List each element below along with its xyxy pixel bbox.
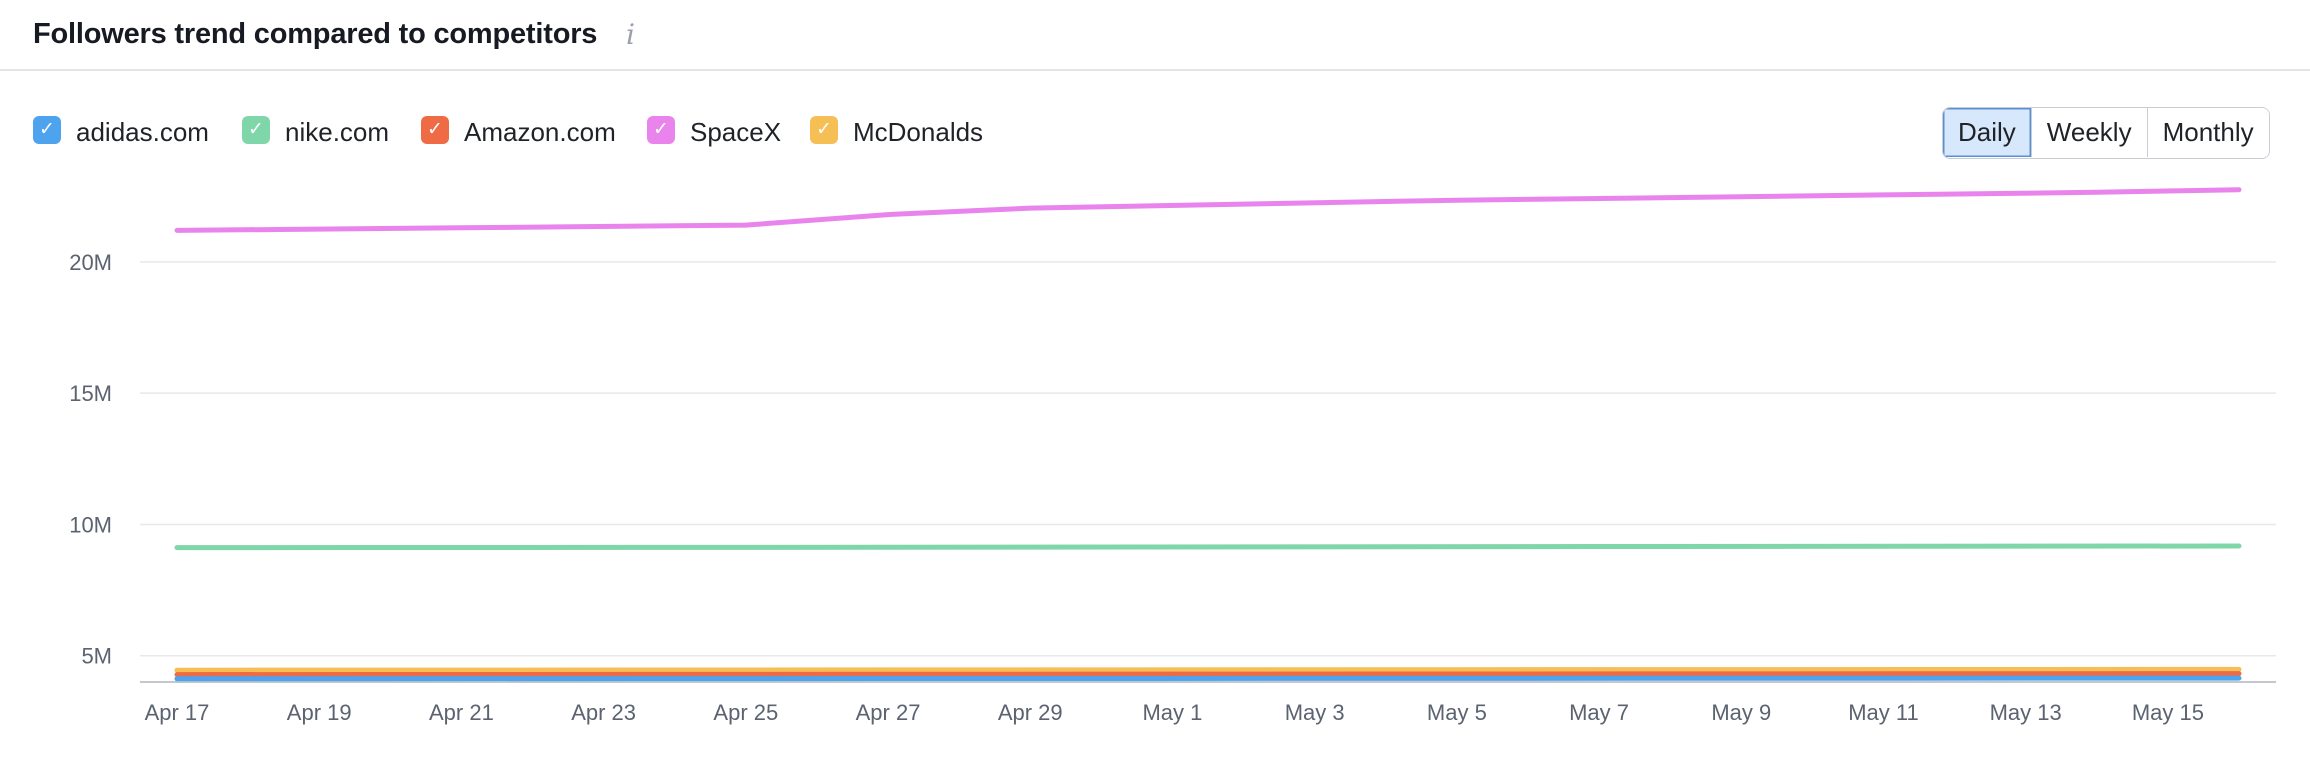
checkbox-checked-icon[interactable]: ✓ <box>33 116 61 144</box>
info-icon[interactable]: i <box>626 18 635 51</box>
period-monthly-button[interactable]: Monthly <box>2146 108 2269 157</box>
x-tick-label: Apr 21 <box>429 700 494 725</box>
x-tick-label: May 13 <box>1990 700 2062 725</box>
x-tick-label: Apr 25 <box>713 700 778 725</box>
y-tick-label: 5M <box>81 644 112 669</box>
period-toggle: Daily Weekly Monthly <box>1942 107 2270 159</box>
y-tick-label: 10M <box>69 512 112 537</box>
series-line-nike-com <box>174 543 2242 551</box>
x-tick-label: Apr 23 <box>571 700 636 725</box>
card-title: Followers trend compared to competitors <box>33 18 598 50</box>
series-line-amazon-com <box>174 671 2242 678</box>
x-tick-label: Apr 19 <box>287 700 352 725</box>
card-header: Followers trend compared to competitors … <box>0 0 2310 71</box>
x-tick-label: May 9 <box>1711 700 1771 725</box>
x-tick-label: May 1 <box>1142 700 1202 725</box>
y-tick-label: 15M <box>69 381 112 406</box>
legend-label: SpaceX <box>690 117 782 147</box>
y-tick-label: 20M <box>69 250 112 275</box>
x-tick-label: Apr 27 <box>856 700 921 725</box>
legend-label: McDonalds <box>853 117 984 147</box>
x-tick-label: May 15 <box>2132 700 2204 725</box>
checkbox-checked-icon[interactable]: ✓ <box>810 116 838 144</box>
series-line-adidas-com <box>174 675 2242 682</box>
x-tick-label: May 11 <box>1848 700 1919 725</box>
series-line-mcdonalds <box>174 666 2242 673</box>
checkbox-checked-icon[interactable]: ✓ <box>647 116 675 144</box>
legend-label: adidas.com <box>76 117 209 147</box>
checkbox-checked-icon[interactable]: ✓ <box>421 116 449 144</box>
period-daily-button[interactable]: Daily <box>1943 108 2031 157</box>
x-tick-label: Apr 17 <box>145 700 210 725</box>
legend-label: nike.com <box>285 117 390 147</box>
x-tick-label: May 7 <box>1569 700 1629 725</box>
checkbox-checked-icon[interactable]: ✓ <box>242 116 270 144</box>
series-line-spacex <box>174 187 2242 233</box>
legend-label: Amazon.com <box>464 117 616 147</box>
x-tick-label: Apr 29 <box>998 700 1063 725</box>
followers-line-chart: 5M 10M 15M 20M Apr 17 Apr 19 Apr 21 Apr 23 Apr 2… <box>69 187 2276 725</box>
x-tick-label: May 3 <box>1285 700 1345 725</box>
x-tick-label: May 5 <box>1427 700 1487 725</box>
period-weekly-button[interactable]: Weekly <box>2030 108 2147 157</box>
